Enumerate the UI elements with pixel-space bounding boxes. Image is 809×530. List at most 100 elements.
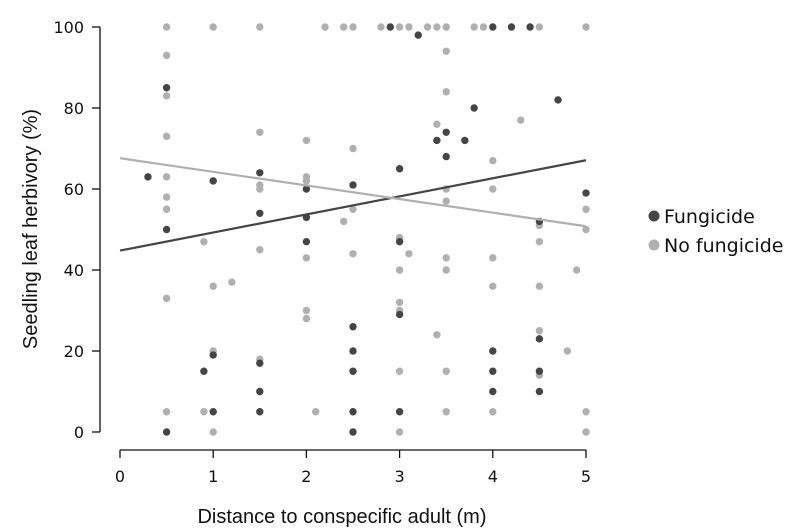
fungicide-trend-line xyxy=(119,159,587,252)
fungicide-point xyxy=(414,31,422,39)
no-fungicide-point xyxy=(200,408,208,416)
fungicide-point xyxy=(395,237,404,246)
no-fungicide-point xyxy=(442,88,450,96)
no-fungicide-point xyxy=(582,428,590,436)
y-tick-label: 100 xyxy=(53,18,84,37)
fungicide-point xyxy=(349,323,357,331)
no-fungicide-point xyxy=(302,136,311,145)
no-fungicide-point xyxy=(209,282,217,290)
y-tick-label: 80 xyxy=(64,99,84,118)
no-fungicide-point xyxy=(442,266,450,274)
no-fungicide-point xyxy=(423,23,432,31)
no-fungicide-point xyxy=(442,197,450,205)
no-fungicide-point xyxy=(405,23,413,31)
x-tick-label: 5 xyxy=(581,467,591,486)
fungicide-point xyxy=(349,408,357,416)
y-tick-label: 20 xyxy=(64,342,84,361)
no-fungicide-point xyxy=(302,314,311,323)
no-fungicide-point xyxy=(162,51,171,60)
fungicide-point xyxy=(582,189,590,197)
fungicide-point xyxy=(442,128,450,136)
fungicide-point xyxy=(256,209,264,217)
fungicide-point xyxy=(535,387,544,396)
no-fungicide-trend-line xyxy=(119,157,587,228)
no-fungicide-point xyxy=(470,23,478,31)
no-fungicide-point xyxy=(433,23,441,31)
fungicide-point xyxy=(302,185,311,193)
fungicide-point xyxy=(386,23,394,31)
fungicide-point xyxy=(256,387,264,396)
no-fungicide-point xyxy=(433,120,441,128)
no-fungicide-point xyxy=(302,177,311,185)
no-fungicide-point xyxy=(489,254,497,262)
fungicide-point xyxy=(489,23,497,31)
y-tick-label: 40 xyxy=(64,261,84,280)
fungicide-legend-marker xyxy=(648,210,660,222)
fungicide-point xyxy=(395,165,404,173)
no-fungicide-point xyxy=(339,217,348,226)
fungicide-point xyxy=(470,104,478,112)
no-fungicide-point xyxy=(162,193,171,201)
no-fungicide-point xyxy=(442,47,450,55)
no-fungicide-point xyxy=(209,23,217,31)
x-tick-label: 4 xyxy=(488,467,498,486)
no-fungicide-point xyxy=(256,185,264,193)
fungicide-point xyxy=(144,173,152,181)
no-fungicide-point xyxy=(489,282,497,290)
y-axis-title: Seedling leaf herbivory (%) xyxy=(20,109,42,349)
no-fungicide-point xyxy=(535,282,544,290)
no-fungicide-point xyxy=(162,205,171,213)
no-fungicide-legend-marker xyxy=(648,239,660,251)
fungicide-point xyxy=(395,408,404,416)
fungicide-point xyxy=(209,177,217,185)
no-fungicide-point xyxy=(321,23,329,31)
no-fungicide-point xyxy=(535,237,544,246)
fungicide-point xyxy=(535,367,544,375)
fungicide-point xyxy=(433,136,441,145)
no-fungicide-point xyxy=(582,205,590,213)
no-fungicide-point xyxy=(582,225,590,234)
fungicide-point xyxy=(489,347,497,355)
fungicide-point xyxy=(349,347,357,355)
fungicide-point xyxy=(489,387,497,396)
no-fungicide-point xyxy=(582,23,590,31)
fungicide-point xyxy=(162,84,171,92)
no-fungicide-point xyxy=(395,428,404,436)
no-fungicide-point xyxy=(489,156,497,165)
fungicide-point xyxy=(526,23,534,31)
no-fungicide-point xyxy=(442,254,450,262)
legend: Fungicide No fungicide xyxy=(648,206,783,257)
no-fungicide-point xyxy=(377,23,385,31)
fungicide-point xyxy=(349,367,357,375)
no-fungicide-point xyxy=(349,23,357,31)
fungicide-point xyxy=(507,23,516,31)
no-fungicide-point xyxy=(256,128,264,136)
x-tick-label: 2 xyxy=(301,467,311,486)
no-fungicide-point xyxy=(302,254,311,262)
no-fungicide-point xyxy=(162,92,171,100)
no-fungicide-point xyxy=(339,23,348,31)
no-fungicide-point xyxy=(395,367,404,375)
fungicide-point xyxy=(554,96,562,104)
x-axis-title: Distance to conspecific adult (m) xyxy=(197,506,486,528)
no-fungicide-point xyxy=(442,23,450,31)
no-fungicide-point xyxy=(563,347,572,355)
fungicide-point xyxy=(489,367,497,375)
fungicide-point xyxy=(395,310,404,319)
no-fungicide-point xyxy=(395,23,404,31)
y-tick-label: 0 xyxy=(74,423,84,442)
fungicide-point xyxy=(349,428,357,436)
plot-area xyxy=(144,23,590,436)
fungicide-point xyxy=(302,237,311,246)
no-fungicide-point xyxy=(442,408,450,416)
no-fungicide-point xyxy=(442,367,450,375)
x-tick-label: 3 xyxy=(395,467,405,486)
no-fungicide-point xyxy=(162,294,171,303)
fungicide-point xyxy=(349,181,357,189)
no-fungicide-legend-label: No fungicide xyxy=(664,235,783,257)
no-fungicide-point xyxy=(349,250,357,258)
no-fungicide-point xyxy=(395,298,404,307)
trend-lines xyxy=(119,157,587,252)
no-fungicide-point xyxy=(479,23,488,31)
no-fungicide-point xyxy=(209,428,217,436)
